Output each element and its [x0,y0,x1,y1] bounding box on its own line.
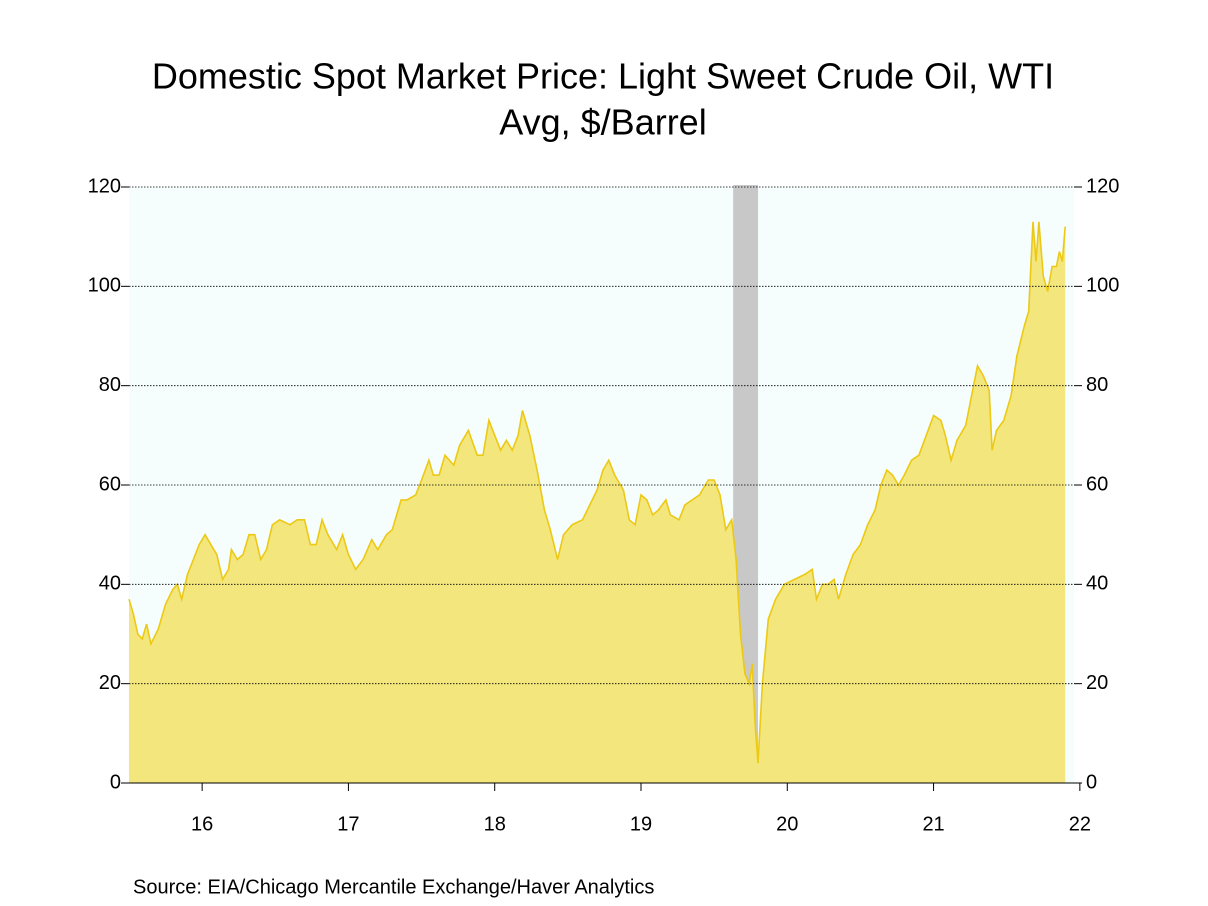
x-tick-label: 18 [484,813,506,835]
y2-tick-label: 60 [1086,473,1108,495]
y2-tick-label: 20 [1086,672,1108,694]
y2-tick-label: 0 [1086,771,1097,793]
y-tick-label: 100 [88,275,121,297]
x-tick-label: 21 [922,813,944,835]
chart-subtitle: Avg, $/Barrel [499,102,706,143]
y-tick-label: 80 [99,374,121,396]
x-tick-label: 20 [776,813,798,835]
area [129,221,1066,784]
y2-tick-label: 40 [1086,573,1108,595]
y2-tick-label: 120 [1086,175,1119,197]
y2-tick-label: 80 [1086,374,1108,396]
x-tick-label: 19 [630,813,652,835]
y-tick-label: 60 [99,473,121,495]
x-tick-label: 16 [191,813,213,835]
y-tick-label: 120 [88,175,121,197]
x-tick-label: 22 [1069,813,1091,835]
chart-title: Domestic Spot Market Price: Light Sweet … [152,56,1054,97]
area-line [128,221,1066,764]
source-note: Source: EIA/Chicago Mercantile Exchange/… [133,876,654,898]
y-tick-label: 40 [99,573,121,595]
y-tick-label: 0 [110,771,121,793]
x-tick-label: 17 [337,813,359,835]
y-tick-label: 20 [99,672,121,694]
y2-tick-label: 100 [1086,275,1119,297]
